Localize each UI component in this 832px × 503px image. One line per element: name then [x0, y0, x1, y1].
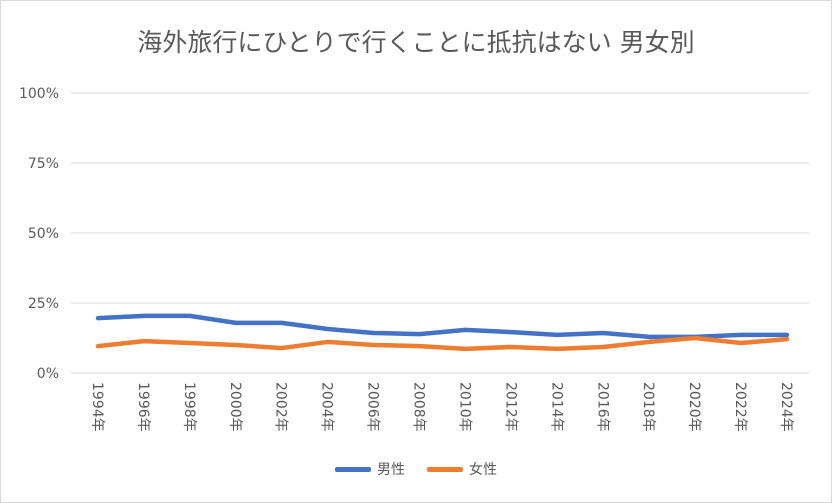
- x-tick-label: 2022年: [732, 382, 748, 432]
- series-line-female: [95, 335, 790, 352]
- x-tick-label: 1996年: [135, 382, 151, 432]
- y-tick-label: 100%: [19, 86, 59, 102]
- x-tick-label: 2014年: [548, 382, 564, 432]
- x-tick-label: 2004年: [319, 382, 335, 432]
- x-tick-label: 2000年: [227, 382, 243, 432]
- chart-title: 海外旅行にひとりで行くことに抵抗はない 男女別: [137, 28, 695, 57]
- y-tick-label: 25%: [28, 296, 59, 312]
- x-tick-label: 2024年: [778, 382, 794, 432]
- y-tick-label: 75%: [28, 156, 59, 172]
- legend-swatch-female: [427, 466, 463, 472]
- x-tick-label: 1998年: [181, 382, 197, 432]
- x-tick-label: 2002年: [273, 382, 289, 432]
- legend-label-female: 女性: [469, 462, 497, 478]
- legend-item-female[interactable]: 女性: [427, 459, 497, 479]
- x-tick-label: 2012年: [502, 382, 518, 432]
- series-line-male: [95, 313, 790, 340]
- y-tick-label: 50%: [28, 226, 59, 242]
- x-tick-label: 2016年: [594, 382, 610, 432]
- x-tick-label: 1994年: [89, 382, 105, 432]
- legend-item-male[interactable]: 男性: [335, 459, 405, 479]
- legend: 男性 女性: [1, 459, 831, 479]
- x-tick-label: 2018年: [640, 382, 656, 432]
- x-tick-label: 2010年: [456, 382, 472, 432]
- legend-swatch-male: [335, 466, 371, 472]
- x-tick-label: 2006年: [365, 382, 381, 432]
- x-tick-label: 2020年: [686, 382, 702, 432]
- x-tick-label: 2008年: [411, 382, 427, 432]
- y-tick-label: 0%: [37, 366, 59, 382]
- legend-label-male: 男性: [377, 462, 405, 478]
